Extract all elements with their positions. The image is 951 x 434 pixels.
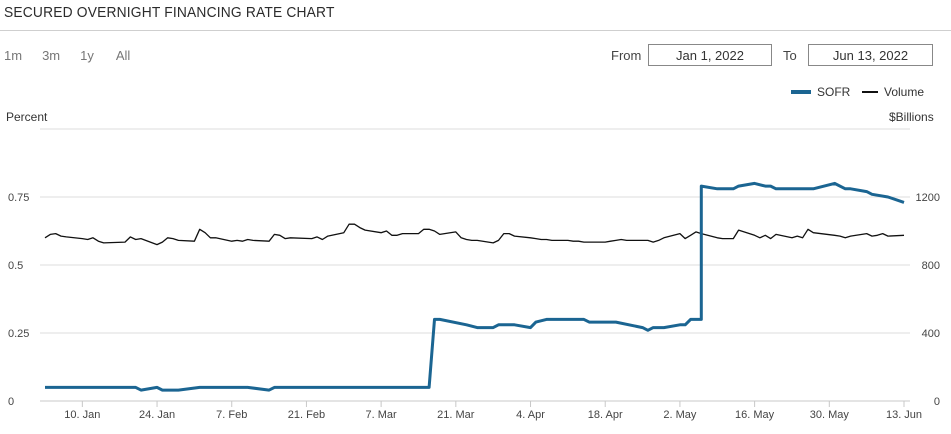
x-tick-label: 13. Jun <box>886 409 922 421</box>
y-right-tick-label: 0 <box>934 396 940 408</box>
page-title: SECURED OVERNIGHT FINANCING RATE CHART <box>4 4 335 21</box>
range-button-1y[interactable]: 1y <box>80 48 94 63</box>
x-tick-label: 16. May <box>735 409 775 421</box>
x-tick-label: 4. Apr <box>516 409 545 421</box>
x-tick-label: 7. Mar <box>366 409 398 421</box>
y-axis-left-title: Percent <box>6 110 48 124</box>
from-date-input[interactable]: Jan 1, 2022 <box>648 44 772 66</box>
range-button-1m[interactable]: 1m <box>4 48 23 63</box>
x-tick-label: 21. Mar <box>437 409 475 421</box>
legend-item-volume[interactable]: Volume <box>862 85 924 99</box>
x-tick-label: 7. Feb <box>216 409 247 421</box>
y-left-tick-label: 0.75 <box>8 192 29 204</box>
y-left-tick-label: 0.25 <box>8 328 29 340</box>
x-tick-label: 2. May <box>663 409 697 421</box>
legend-item-sofr[interactable]: SOFR <box>791 85 850 99</box>
x-tick-label: 30. May <box>810 409 850 421</box>
y-left-tick-label: 0.5 <box>8 260 23 272</box>
range-button-all[interactable]: All <box>115 48 131 63</box>
from-label: From <box>611 48 642 63</box>
legend-label-volume: Volume <box>884 85 925 99</box>
y-right-tick-label: 400 <box>922 328 940 340</box>
volume-swatch-icon <box>862 91 878 93</box>
range-button-3m[interactable]: 3m <box>42 48 61 63</box>
title-divider <box>0 30 951 31</box>
to-date-input[interactable]: Jun 13, 2022 <box>808 44 933 66</box>
y-right-tick-label: 1200 <box>916 192 940 204</box>
y-right-tick-label: 800 <box>922 260 940 272</box>
x-tick-label: 18. Apr <box>588 409 623 421</box>
sofr-swatch-icon <box>791 90 811 94</box>
x-tick-label: 10. Jan <box>64 409 100 421</box>
x-tick-label: 24. Jan <box>139 409 175 421</box>
legend-label-sofr: SOFR <box>817 85 851 99</box>
x-tick-label: 21. Feb <box>288 409 325 421</box>
series-line-sofr <box>45 181 905 392</box>
range-selector: 1m 3m 1y All <box>4 48 130 63</box>
to-label: To <box>783 48 797 63</box>
y-left-tick-label: 0 <box>8 396 14 408</box>
series-line-volume <box>44 223 905 246</box>
y-axis-right-title: $Billions <box>889 110 934 124</box>
